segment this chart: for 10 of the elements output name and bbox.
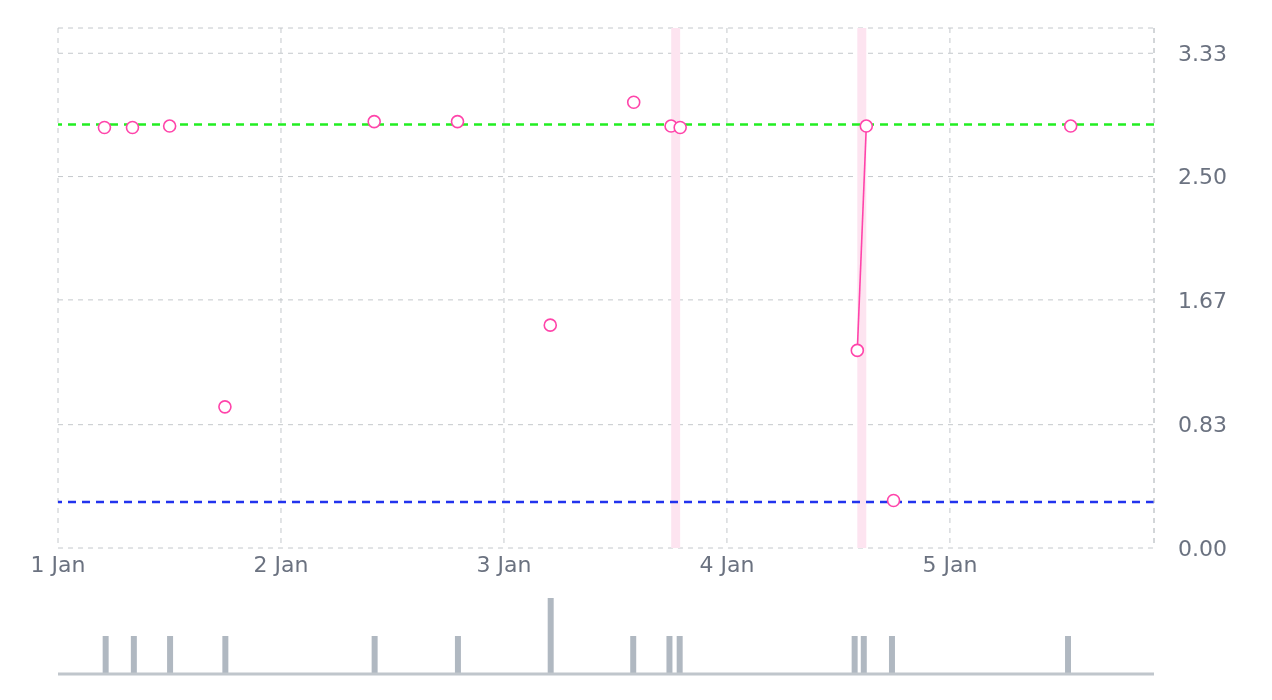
y-tick-label: 0.83 [1178, 412, 1227, 438]
x-tick-label: 2 Jan [253, 551, 309, 577]
x-tick-label: 4 Jan [699, 551, 755, 577]
x-tick-label: 3 Jan [476, 551, 532, 577]
x-tick-label: 1 Jan [30, 551, 86, 577]
y-tick-label: 2.50 [1178, 164, 1227, 190]
y-tick-label: 0.00 [1178, 535, 1227, 561]
x-tick-label: 5 Jan [922, 551, 978, 577]
y-tick-label: 1.67 [1178, 287, 1227, 313]
y-tick-label: 3.33 [1178, 41, 1227, 67]
